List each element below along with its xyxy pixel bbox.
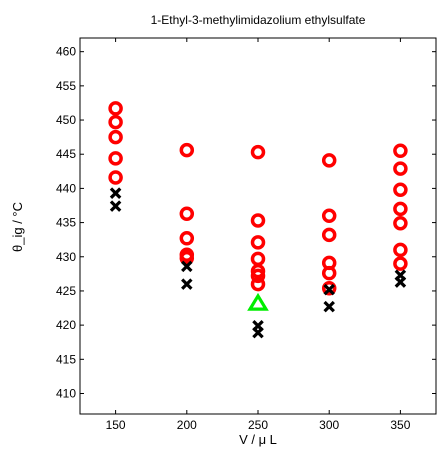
circle-point [179, 250, 195, 266]
circle-point [179, 206, 195, 221]
circle-point [393, 256, 408, 271]
x-tick-label: 300 [319, 418, 339, 432]
circle-point [108, 114, 123, 130]
circle-point [393, 216, 408, 231]
plot-area: 150 200 250 300 350 410 415 420 425 430 435 440 445 4… [56, 37, 437, 432]
circle-point [250, 268, 266, 284]
x-tick-label: 350 [390, 418, 410, 432]
circle-point [179, 231, 195, 246]
circle-point [321, 227, 337, 243]
circle-point [250, 235, 266, 250]
circle-point [393, 242, 408, 258]
cross-point [109, 187, 122, 199]
y-tick-label: 455 [56, 79, 76, 93]
cross-point [323, 283, 335, 296]
cross-point [181, 260, 193, 273]
y-tick-label: 430 [56, 250, 76, 264]
circle-point [393, 161, 408, 176]
circle-point [321, 265, 337, 281]
circle-point [250, 263, 266, 279]
cross-point [109, 200, 122, 212]
circle-point [393, 143, 408, 159]
y-axis-label: θ_ig / °C [10, 202, 25, 252]
y-tick-label: 450 [56, 113, 76, 127]
y-tick-label: 435 [56, 216, 76, 230]
circle-point [108, 129, 123, 145]
circle-point [250, 144, 266, 160]
circle-point [108, 101, 123, 116]
cross-point [181, 278, 193, 290]
y-tick-label: 440 [56, 181, 76, 195]
circle-point [321, 280, 337, 296]
chart-title: 1-Ethyl-3-methylimidazolium ethylsulfate [151, 13, 366, 27]
y-tick-label: 420 [56, 318, 76, 332]
circle-point [250, 276, 266, 292]
circle-point [321, 153, 337, 168]
x-tick-label: 200 [177, 418, 197, 432]
circle-point [393, 201, 408, 217]
y-tick-label: 460 [56, 45, 76, 59]
circle-point [179, 142, 195, 158]
circle-point [108, 151, 123, 166]
circle-point [108, 170, 123, 185]
circle-point [393, 182, 408, 198]
y-tick-label: 410 [56, 386, 76, 400]
cross-point [323, 300, 335, 313]
circle-point [321, 208, 337, 223]
x-tick-label: 150 [106, 418, 126, 432]
cross-point [252, 326, 264, 339]
triangle-point [247, 292, 269, 311]
y-tick-label: 415 [56, 352, 76, 366]
circle-point [250, 213, 266, 228]
y-tick-label: 445 [56, 147, 76, 161]
x-tick-label: 250 [248, 418, 268, 432]
cross-point [394, 276, 407, 288]
y-tick-label: 425 [56, 284, 76, 298]
x-axis-label: V / μ L [239, 432, 277, 447]
